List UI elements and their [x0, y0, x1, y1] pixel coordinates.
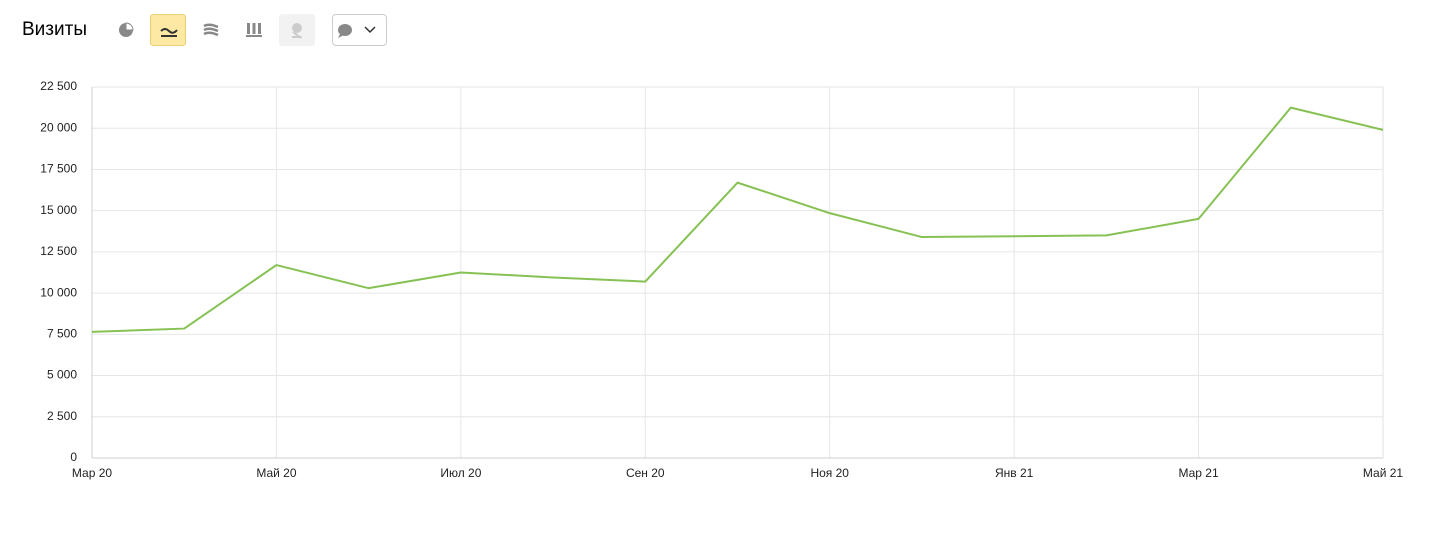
y-tick-label: 10 000: [40, 285, 77, 299]
x-tick-label: Июл 20: [440, 466, 481, 480]
data-line: [91, 106, 1384, 333]
x-tick-label: Мар 21: [1178, 466, 1218, 480]
line-button[interactable]: [150, 14, 186, 46]
x-tick-label: Мар 20: [72, 466, 112, 480]
x-tick-label: Ноя 20: [810, 466, 849, 480]
x-tick-label: Май 21: [1363, 466, 1404, 480]
bar-button[interactable]: [236, 14, 272, 46]
pie-button[interactable]: [108, 14, 144, 46]
y-tick-label: 20 000: [40, 120, 77, 134]
comment-dropdown[interactable]: [332, 14, 387, 46]
y-tick-label: 12 500: [40, 244, 77, 258]
y-tick-label: 0: [70, 450, 77, 464]
y-tick-label: 7 500: [47, 327, 77, 341]
y-tick-label: 2 500: [47, 409, 77, 423]
x-tick-label: Сен 20: [626, 466, 665, 480]
line-icon: [160, 28, 178, 37]
bar-icon: [246, 23, 262, 37]
map-button[interactable]: [279, 14, 315, 46]
x-tick-label: Янв 21: [995, 466, 1034, 480]
area-button[interactable]: [193, 14, 229, 46]
area-icon: [203, 23, 219, 37]
x-tick-label: Май 20: [256, 466, 297, 480]
pie-icon: [119, 22, 134, 37]
map-icon: [292, 23, 302, 39]
y-tick-label: 15 000: [40, 203, 77, 217]
y-tick-label: 5 000: [47, 368, 77, 382]
comment-icon: [338, 24, 376, 38]
y-tick-label: 22 500: [40, 79, 77, 93]
y-tick-label: 17 500: [40, 162, 77, 176]
widget-title: Визиты: [22, 19, 87, 40]
